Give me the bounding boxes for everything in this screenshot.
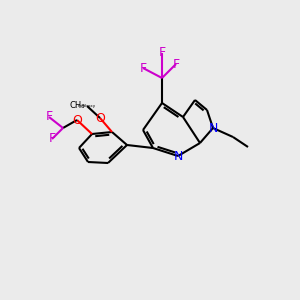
Text: F: F bbox=[172, 58, 180, 70]
Text: F: F bbox=[45, 110, 52, 124]
Text: O: O bbox=[72, 113, 82, 127]
Text: N: N bbox=[208, 122, 218, 134]
Text: methoxy: methoxy bbox=[78, 104, 96, 108]
Text: F: F bbox=[48, 133, 56, 146]
Text: CH₃: CH₃ bbox=[70, 101, 85, 110]
Text: N: N bbox=[173, 149, 183, 163]
Text: F: F bbox=[158, 46, 166, 59]
Text: F: F bbox=[140, 61, 147, 74]
Text: O: O bbox=[95, 112, 105, 124]
